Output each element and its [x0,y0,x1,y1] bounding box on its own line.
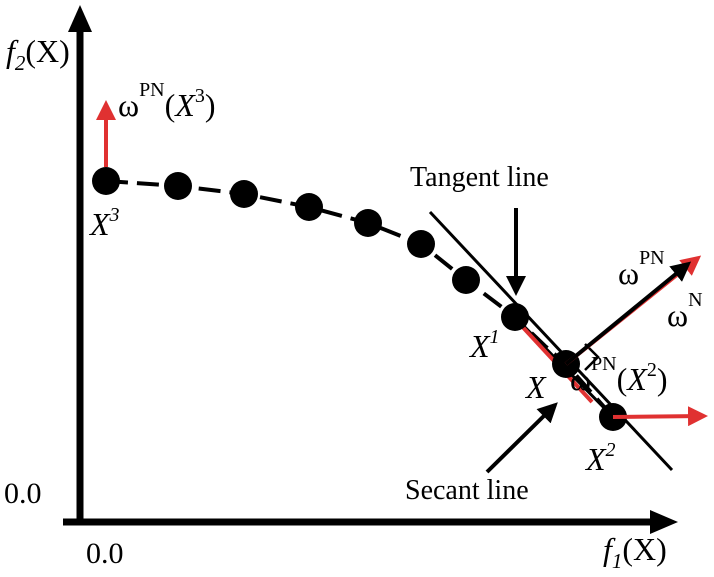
point-x3 [92,167,120,195]
pareto-point [230,180,258,208]
y-axis-label: f2(X) [6,33,70,75]
tangent-line-label: Tangent line [410,162,549,193]
pareto-point [295,193,323,221]
pareto-point [354,209,382,237]
x-axis-label: f1(X) [603,531,667,573]
x3-label: X3 [88,204,120,242]
omega-pn-x3-label: ωPN(X3) [118,79,216,123]
x2-label: X2 [584,439,616,477]
pareto-point [452,266,480,294]
omega-pn-label: ωPN [618,247,665,291]
omega-n-arrow [564,261,692,366]
point-x1 [501,303,529,331]
pareto-point [164,172,192,200]
pareto-point [407,230,435,258]
secant-line-label: Secant line [405,475,529,506]
y-axis-arrowhead [68,5,92,32]
omega-pn-x2-arrow [612,406,708,427]
x-axis-arrowhead [650,510,678,534]
omega-pn-x2-label: ωPN(X2) [570,353,668,397]
x-label: X [524,369,547,405]
right-angle-marker [584,343,600,371]
origin-y-label: 0.0 [4,477,42,510]
origin-x-label: 0.0 [86,537,124,570]
tangent-line [428,210,674,472]
omega-n-label: ωN [667,289,703,333]
x1-label: X1 [468,326,500,364]
secant-pointer-arrow [485,402,558,474]
